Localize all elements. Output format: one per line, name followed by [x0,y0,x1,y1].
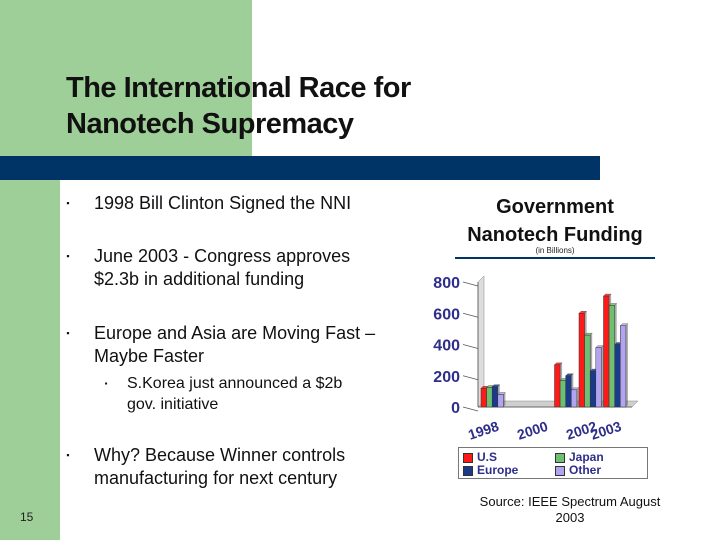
y-tick-mark [462,375,479,381]
bullet-text: S.Korea just announced a $2b [127,375,343,392]
chart-subtitle: (in Billions) [535,246,575,255]
bar-side-face [601,345,604,407]
bullet-marker: ▪ [66,251,70,261]
bullet-text: manufacturing for next century [94,468,338,488]
y-tick-mark [462,281,479,287]
bullet-marker: ▪ [66,328,70,338]
bar-side-face [503,392,506,407]
bullet-text: gov. initiative [127,396,219,413]
legend-swatch-japan [555,453,565,463]
bar-other-2003 [620,325,627,408]
legend-swatch-us [463,453,473,463]
bar-other-1998 [497,394,504,408]
bar-japan-2002 [584,334,591,408]
source-citation: Source: IEEE Spectrum August 2003 [465,494,675,526]
legend-swatch-other [555,466,565,476]
page-number: 15 [20,510,34,524]
bullet-text: 1998 Bill Clinton Signed the NNI [94,193,352,213]
bar-japan-2001 [559,380,566,408]
bar-europe-2003 [614,344,621,408]
bar-side-face [576,387,579,407]
slide-title-line-2: Nanotech Supremacy [66,108,354,140]
bar-other-2002 [595,347,602,408]
bullet-marker: ▪ [66,450,70,460]
chart-title-rule [455,257,655,259]
y-tick-mark [462,312,479,318]
top-accent-block [60,0,252,160]
y-tick-mark [462,344,479,349]
y-tick-label: 0 [451,400,460,417]
title-divider-bar [0,156,600,180]
bullet-text: June 2003 - Congress approves [94,246,351,266]
legend-label: U.S [477,450,498,464]
legend-label: Europe [477,463,519,477]
bar-us-2002 [578,313,585,408]
y-tick-label: 800 [433,275,460,292]
bullet-text: $2.3b in additional funding [94,269,305,289]
chart-title-line-1: Government [496,196,614,218]
bar-europe-2001 [565,375,572,408]
chart-legend: U.S Japan Europe Other [458,447,648,479]
bar-us-2001 [554,364,561,408]
bar-us-1998 [480,388,487,408]
y-tick-mark [462,406,479,412]
y-tick-label: 600 [433,306,460,323]
bullet-marker: ▪ [104,379,108,388]
bullet-marker: ▪ [66,198,70,208]
chart-title-line-2: Nanotech Funding [467,224,643,246]
source-line-2: 2003 [555,510,585,525]
bar-japan-2003 [608,305,615,408]
slide-title: The International Race for Nanotech Supr… [66,70,486,142]
bar-us-2003 [603,295,610,408]
y-tick-label: 400 [433,338,460,355]
bar-japan-1998 [486,387,493,408]
legend-label: Japan [569,450,604,464]
source-line-1: Source: IEEE Spectrum August [479,494,661,509]
chart-title: Government Nanotech Funding [445,193,665,249]
left-accent-bar [0,0,60,540]
bar-europe-1998 [491,386,499,408]
bar-other-2001 [571,389,578,408]
x-tick-label: 2000 [515,418,550,443]
bullet-text: Why? Because Winner controls [94,445,346,465]
legend-label: Other [569,463,602,477]
y-tick-label: 200 [433,369,460,386]
slide-title-line-1: The International Race for [66,72,411,104]
x-tick-label: 1998 [466,418,501,443]
bar-europe-2002 [589,370,597,408]
legend-swatch-europe [463,466,473,476]
bar-side-face [625,323,628,407]
bullet-text: Europe and Asia are Moving Fast – [94,323,376,343]
bullet-text: Maybe Faster [94,346,205,366]
